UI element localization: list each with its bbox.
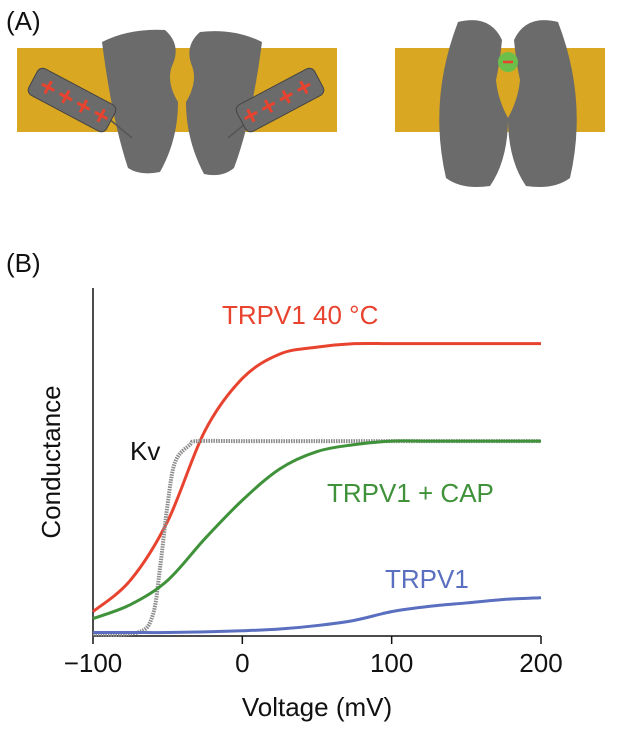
- panel-label: (A): [6, 6, 41, 36]
- channel-subunit: [508, 20, 577, 188]
- linker: [107, 117, 133, 139]
- channel-subunit: [102, 29, 178, 174]
- x-tick-label: 100: [370, 648, 413, 678]
- y-axis-label: Conductance: [36, 385, 66, 538]
- curve-label: TRPV1 40 °C: [222, 300, 378, 330]
- curve-label: Kv: [130, 436, 160, 466]
- curve: [93, 596, 542, 635]
- x-tick-label: −100: [64, 648, 123, 678]
- x-tick-label: 200: [519, 648, 562, 678]
- channel-subunit: [439, 20, 508, 188]
- voltage-sensor: [235, 67, 325, 133]
- curve-label: TRPV1 + CAP: [327, 478, 494, 508]
- voltage-sensor: [27, 67, 117, 133]
- channel-diagram: [17, 20, 605, 188]
- x-tick-label: 0: [235, 648, 249, 678]
- panel-label: (B): [6, 248, 41, 278]
- curve: [92, 439, 541, 621]
- curve-label: TRPV1: [385, 564, 469, 594]
- channel-subunit: [186, 31, 262, 176]
- curve: [92, 341, 541, 613]
- x-axis-label: Voltage (mV): [242, 692, 392, 722]
